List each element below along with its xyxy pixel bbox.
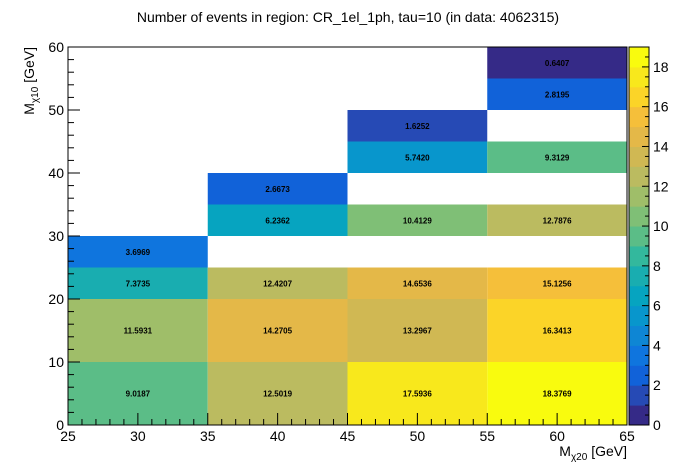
cell-value-label: 7.3735 (126, 279, 151, 288)
x-tick-label: 35 (200, 428, 216, 444)
cell-value-label: 11.5931 (124, 327, 153, 336)
cell-value-label: 1.6252 (405, 122, 430, 131)
z-tick-label: 16 (653, 99, 669, 115)
heatmap-cell (68, 236, 208, 268)
cell-value-label: 9.3129 (545, 153, 570, 162)
palette-swatch (629, 405, 649, 426)
heatmap-cell (347, 141, 488, 173)
palette-swatch (629, 47, 649, 68)
z-tick-label: 6 (653, 298, 661, 314)
palette-swatch (629, 186, 649, 207)
palette-swatch (629, 305, 649, 327)
palette-swatch (629, 66, 649, 88)
heatmap-cell (487, 267, 627, 299)
cell-value-label: 14.6536 (403, 279, 432, 288)
heatmap-cell (207, 299, 348, 362)
y-tick-label: 50 (48, 102, 64, 118)
palette-swatch (629, 385, 649, 406)
palette-swatch (629, 365, 649, 386)
cell-value-label: 12.7876 (543, 216, 572, 225)
chart-title: Number of events in region: CR_1el_1ph, … (137, 9, 559, 25)
y-tick-label: 60 (48, 39, 64, 55)
palette-swatch (629, 245, 649, 267)
palette-swatch (629, 126, 649, 147)
x-tick-label: 25 (60, 428, 76, 444)
palette-swatch (629, 265, 649, 287)
palette-swatch (629, 206, 649, 227)
heatmap-cell (487, 141, 627, 173)
palette-swatch (629, 345, 649, 366)
cell-value-label: 10.4129 (403, 216, 432, 225)
z-tick-label: 0 (653, 417, 661, 433)
palette-swatch (629, 146, 649, 167)
color-palette-bar (628, 46, 650, 426)
cell-value-label: 15.1256 (543, 279, 572, 288)
palette-swatch (629, 285, 649, 307)
palette-swatch (629, 86, 649, 108)
z-tick-label: 10 (653, 218, 669, 234)
y-tick-label: 10 (48, 354, 64, 370)
z-tick-label: 18 (653, 59, 669, 75)
cell-value-label: 3.6969 (126, 248, 151, 257)
z-tick-label: 8 (653, 258, 661, 274)
x-tick-label: 45 (340, 428, 356, 444)
cell-value-label: 12.5019 (263, 390, 292, 399)
cell-value-label: 0.6407 (545, 59, 570, 68)
x-tick-label: 30 (130, 428, 146, 444)
cell-value-label: 14.2705 (263, 327, 292, 336)
z-tick-label: 14 (653, 138, 669, 154)
z-tick-label: 2 (653, 377, 661, 393)
heatmap-cell (207, 204, 348, 236)
heatmap-cell-labels: 9.0187 12.5019 17.5936 18.3769 11.5931 14.270… (124, 59, 573, 399)
palette-swatch (629, 226, 649, 247)
x-axis-ticks: 25 30 35 40 45 50 55 60 65 (60, 413, 635, 444)
cell-value-label: 6.2362 (265, 216, 290, 225)
heatmap-cell (68, 267, 208, 299)
heatmap-cell (207, 267, 348, 299)
palette-swatch (629, 325, 649, 346)
cell-value-label: 2.6673 (265, 185, 290, 194)
heatmap-cell (68, 299, 208, 362)
x-tick-label: 60 (549, 428, 565, 444)
y-tick-label: 30 (48, 228, 64, 244)
cell-value-label: 18.3769 (543, 390, 572, 399)
x-tick-label: 50 (410, 428, 426, 444)
palette-swatch (629, 106, 649, 128)
heatmap-cell (487, 204, 627, 236)
y-axis-label: Mχ10 [GeV] (21, 47, 41, 115)
y-tick-label: 20 (48, 291, 64, 307)
heatmap-cell (347, 299, 488, 362)
cell-value-label: 5.7420 (405, 153, 430, 162)
heatmap-cell (347, 110, 488, 142)
x-axis-label: Mχ20 [GeV] (559, 443, 627, 463)
heatmap-cell (207, 173, 348, 205)
cell-value-label: 12.4207 (263, 279, 292, 288)
z-axis-ticks: 0 2 4 6 8 10 12 14 16 18 (642, 56, 669, 433)
heatmap-cell (347, 267, 488, 299)
cell-value-label: 9.0187 (126, 390, 151, 399)
y-tick-label: 40 (48, 165, 64, 181)
palette-swatch (629, 166, 649, 187)
x-tick-label: 65 (619, 428, 635, 444)
z-tick-label: 12 (653, 178, 669, 194)
heatmap-cell (487, 47, 627, 79)
heatmap-cells (68, 47, 627, 425)
cell-value-label: 16.3413 (543, 327, 572, 336)
y-axis-ticks: 0 10 20 30 40 50 60 (48, 39, 80, 433)
heatmap-cell (487, 299, 627, 362)
cell-value-label: 17.5936 (403, 390, 432, 399)
x-tick-label: 55 (479, 428, 495, 444)
cell-value-label: 2.8195 (545, 90, 570, 99)
cell-value-label: 13.2967 (403, 327, 432, 336)
z-tick-label: 4 (653, 337, 661, 353)
heatmap-cell (487, 78, 627, 110)
y-tick-label: 0 (56, 417, 64, 433)
x-tick-label: 40 (270, 428, 286, 444)
heatmap-cell (347, 204, 488, 236)
